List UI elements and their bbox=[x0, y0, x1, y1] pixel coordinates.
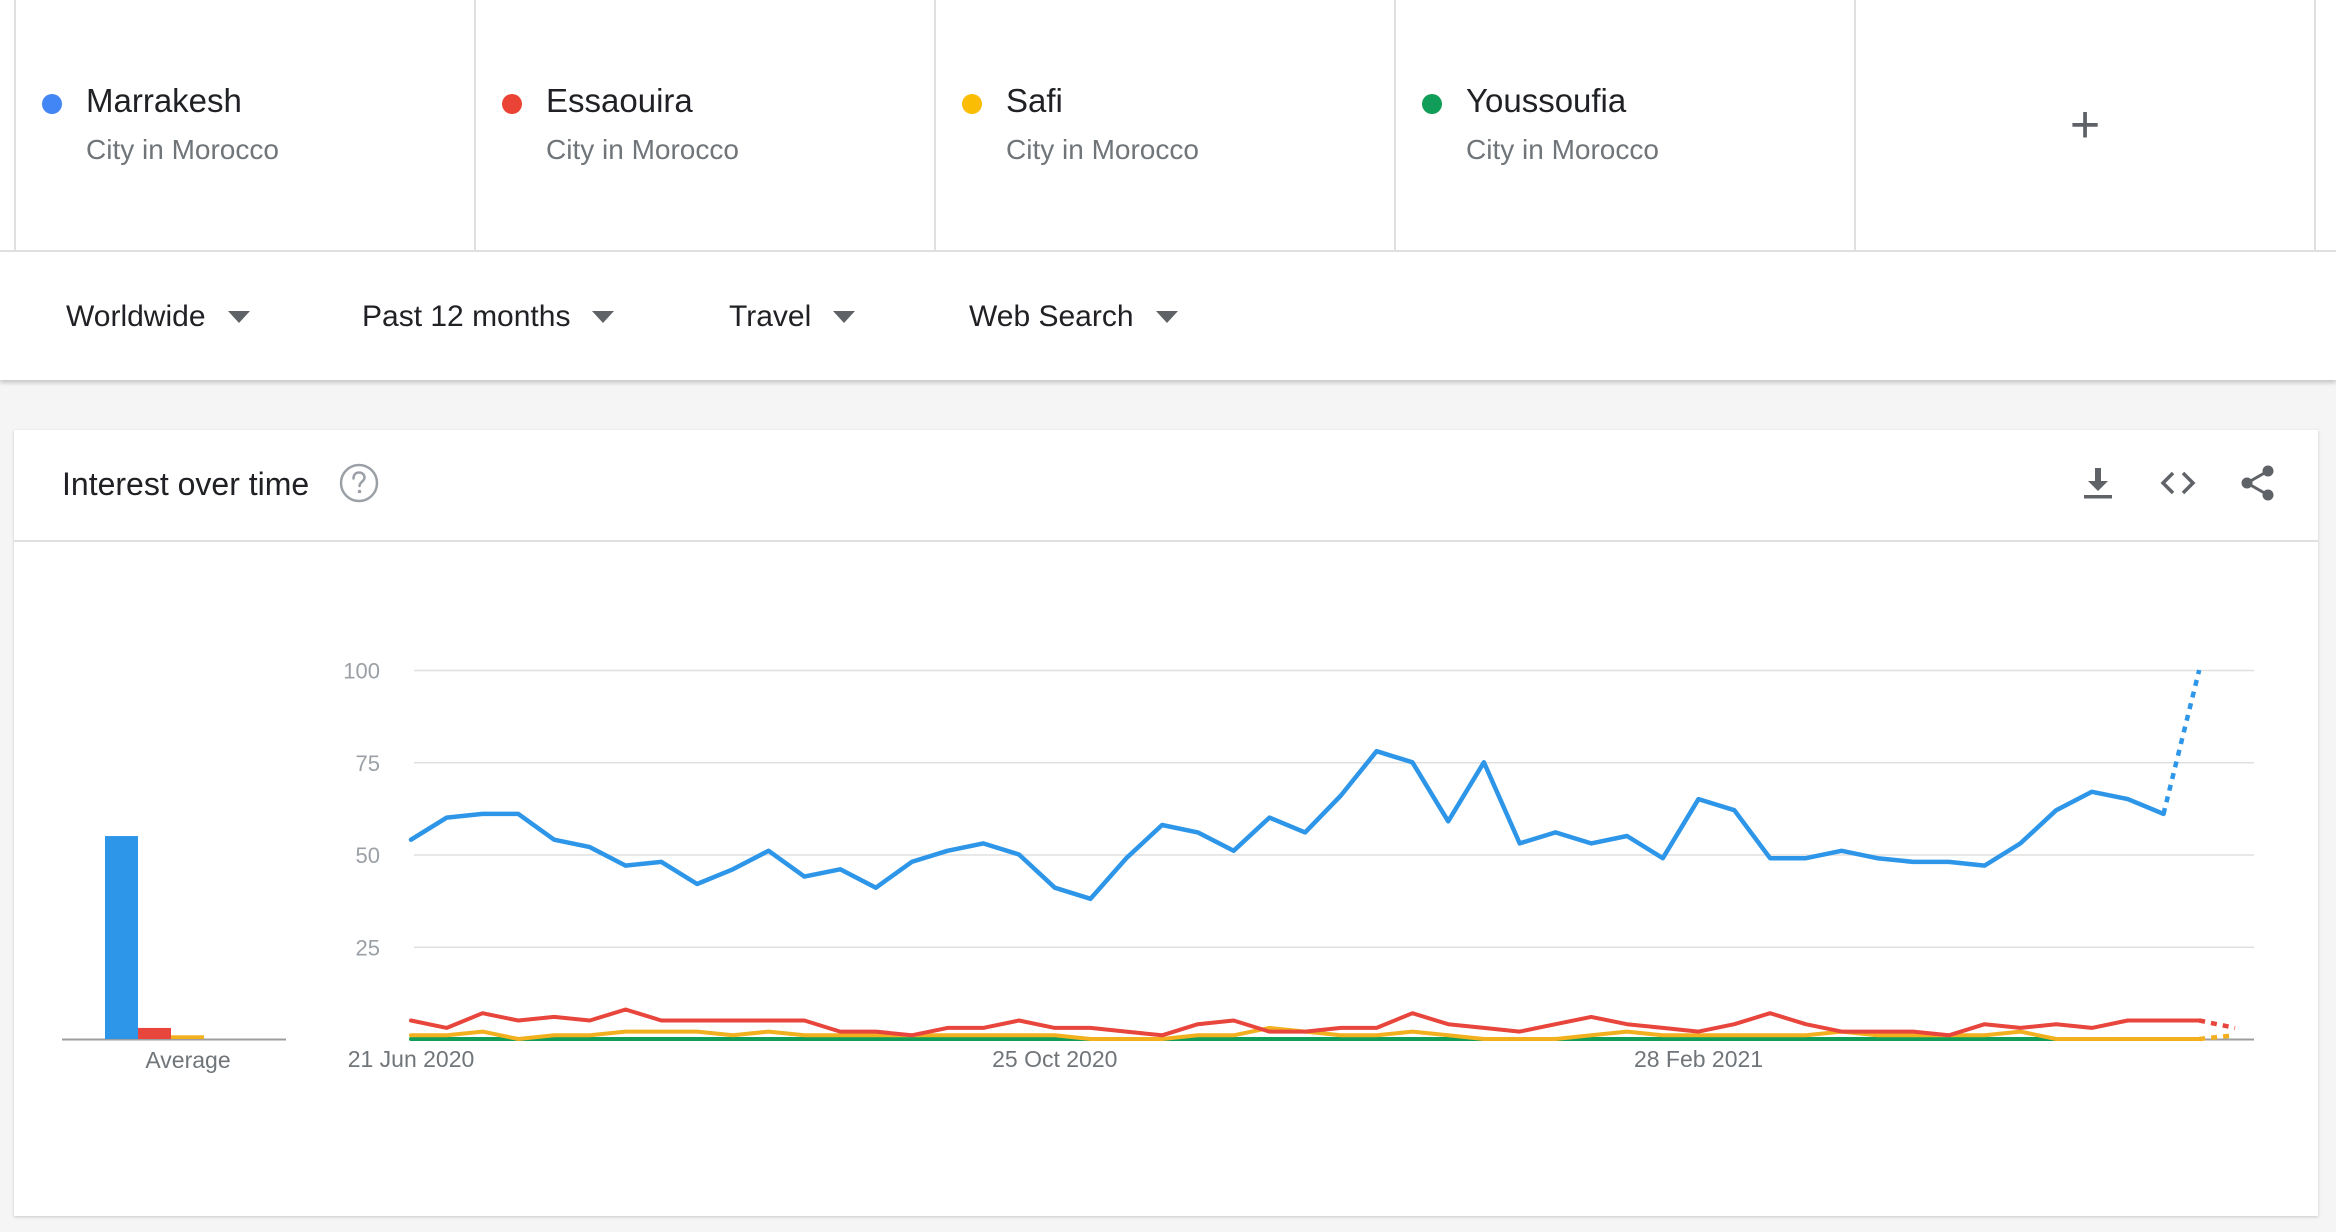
series-line-marrakesh bbox=[408, 748, 2166, 902]
help-icon[interactable] bbox=[338, 462, 380, 504]
download-icon[interactable] bbox=[2078, 463, 2118, 503]
time-range-value: Past 12 months bbox=[362, 300, 571, 333]
region-dropdown[interactable]: Worldwide bbox=[66, 294, 250, 340]
term-name: Marrakesh bbox=[86, 82, 242, 119]
x-tick-label: 25 Oct 2020 bbox=[992, 1046, 1117, 1072]
term-name: Essaouira bbox=[546, 82, 693, 119]
series-color-dot bbox=[42, 94, 62, 114]
y-tick-label: 50 bbox=[356, 843, 380, 868]
x-tick-label: 28 Feb 2021 bbox=[1634, 1046, 1763, 1072]
term-card-youssoufia[interactable]: Youssoufia City in Morocco bbox=[1394, 0, 1854, 250]
interest-over-time-card: Interest over time Average 25 50 75 100 21 J… bbox=[14, 430, 2318, 1216]
term-card-marrakesh[interactable]: Marrakesh City in Morocco bbox=[14, 0, 474, 250]
category-value: Travel bbox=[729, 300, 812, 333]
series-partial-segment-essaouira bbox=[2198, 1018, 2236, 1031]
y-tick-label: 75 bbox=[356, 751, 380, 776]
search-property-value: Web Search bbox=[969, 300, 1134, 333]
time-range-dropdown[interactable]: Past 12 months bbox=[362, 294, 615, 340]
series-partial-segment-safi bbox=[2198, 1033, 2236, 1042]
y-tick-label: 25 bbox=[356, 935, 380, 960]
card-header: Interest over time bbox=[14, 430, 2318, 542]
series-color-dot bbox=[962, 94, 982, 114]
compare-terms-bar: Marrakesh City in Morocco Essaouira City… bbox=[0, 0, 2336, 252]
caret-down-icon bbox=[592, 311, 615, 323]
filter-bar: Worldwide Past 12 months Travel Web Sear… bbox=[0, 252, 2336, 380]
term-type: City in Morocco bbox=[1466, 134, 1659, 165]
x-tick-label: 21 Jun 2020 bbox=[348, 1046, 475, 1072]
term-type: City in Morocco bbox=[546, 134, 739, 165]
average-bar-essaouira bbox=[138, 1027, 171, 1039]
term-name: Safi bbox=[1006, 82, 1063, 119]
category-dropdown[interactable]: Travel bbox=[729, 294, 856, 340]
average-bar-chart bbox=[62, 836, 286, 1041]
caret-down-icon bbox=[1155, 311, 1178, 323]
term-name: Youssoufia bbox=[1466, 82, 1627, 119]
share-icon[interactable] bbox=[2238, 463, 2278, 503]
add-comparison-button[interactable]: + bbox=[1854, 0, 2316, 250]
region-value: Worldwide bbox=[66, 300, 206, 333]
average-bar-safi bbox=[171, 1035, 204, 1039]
search-property-dropdown[interactable]: Web Search bbox=[969, 294, 1178, 340]
series-color-dot bbox=[1422, 94, 1442, 114]
card-title: Interest over time bbox=[62, 466, 310, 502]
interest-line-chart: 25 50 75 100 21 Jun 2020 25 Oct 2020 28 Feb 20… bbox=[343, 659, 2254, 1072]
series-partial-segment-marrakesh bbox=[2161, 669, 2202, 815]
average-bar-marrakesh bbox=[105, 836, 138, 1039]
term-card-essaouira[interactable]: Essaouira City in Morocco bbox=[474, 0, 934, 250]
caret-down-icon bbox=[227, 311, 250, 323]
term-card-safi[interactable]: Safi City in Morocco bbox=[934, 0, 1394, 250]
y-tick-label: 100 bbox=[343, 659, 380, 684]
embed-icon[interactable] bbox=[2158, 463, 2198, 503]
caret-down-icon bbox=[833, 311, 856, 323]
term-type: City in Morocco bbox=[86, 134, 279, 165]
term-type: City in Morocco bbox=[1006, 134, 1199, 165]
plus-icon: + bbox=[2069, 96, 2101, 154]
series-line-essaouira bbox=[409, 1007, 2202, 1038]
series-color-dot bbox=[502, 94, 522, 114]
average-label: Average bbox=[145, 1047, 231, 1073]
